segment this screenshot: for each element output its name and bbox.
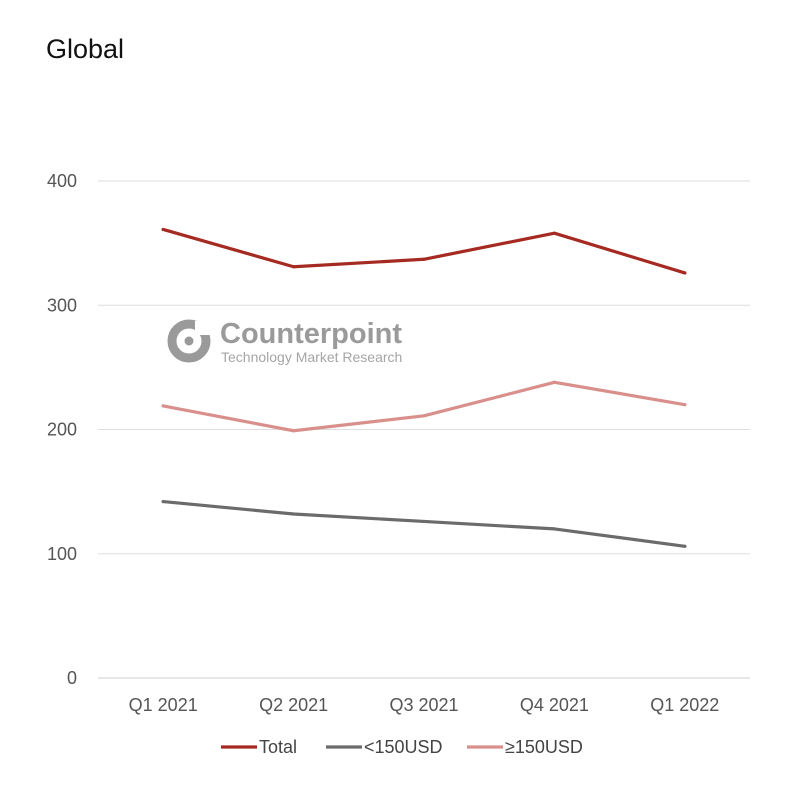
series-line-3: [161, 380, 687, 433]
x-tick-label-4: Q4 2021: [520, 695, 589, 715]
x-tick-label-5: Q1 2022: [650, 695, 719, 715]
data-point-2-2: [292, 512, 296, 516]
data-point-1-2: [292, 265, 296, 269]
data-point-2-5: [683, 544, 687, 548]
y-tick-label-300: 300: [47, 295, 77, 315]
watermark-tagline: Technology Market Research: [221, 349, 402, 365]
legend: Total <150USD ≥150USD: [221, 737, 583, 757]
data-point-1-3: [422, 257, 426, 261]
data-point-2-3: [422, 519, 426, 524]
legend-label-3: ≥150USD: [505, 737, 583, 757]
series-lines: [161, 227, 687, 548]
data-point-3-5: [683, 403, 687, 407]
chart-title: Global: [46, 34, 125, 64]
x-tick-label-1: Q1 2021: [129, 695, 198, 715]
x-tick-label-3: Q3 2021: [389, 695, 458, 715]
data-point-1-1: [161, 227, 165, 232]
data-point-3-3: [422, 414, 426, 418]
y-tick-label-100: 100: [47, 544, 77, 564]
data-point-3-4: [552, 380, 557, 384]
counterpoint-logo-icon: [167, 319, 212, 363]
data-point-2-4: [552, 527, 557, 531]
watermark-brand: Counterpoint: [220, 318, 402, 350]
legend-label-1: Total: [259, 737, 297, 757]
data-point-3-1: [161, 404, 165, 408]
data-point-2-1: [161, 499, 165, 504]
y-tick-label-400: 400: [47, 171, 77, 191]
data-point-3-2: [292, 429, 296, 433]
counterpoint-watermark: Counterpoint Technology Market Research: [167, 318, 402, 365]
y-tick-label-200: 200: [47, 420, 77, 440]
y-tick-label-0: 0: [67, 668, 77, 688]
grid-lines: [98, 180, 750, 679]
series-line-2: [161, 499, 687, 548]
data-point-1-5: [683, 271, 687, 275]
legend-label-2: <150USD: [364, 737, 443, 757]
y-axis-ticks: 0 100 200 300 400: [47, 171, 77, 688]
series-line-1: [161, 227, 687, 275]
data-point-1-4: [552, 231, 557, 235]
x-tick-label-2: Q2 2021: [259, 695, 328, 715]
x-axis-ticks: Q1 2021 Q2 2021 Q3 2021 Q4 2021 Q1 2022: [129, 695, 720, 715]
